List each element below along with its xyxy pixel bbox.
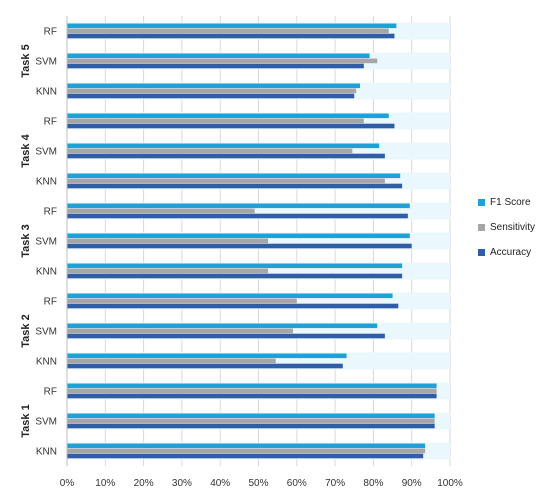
task-label: Task 3 — [20, 224, 32, 257]
x-tick-label: 30% — [172, 478, 192, 489]
task-label: Task 2 — [20, 314, 32, 347]
bar-accuracy-task-2-rf — [67, 303, 399, 309]
method-label: RF — [44, 117, 57, 128]
method-label: SVM — [35, 147, 57, 158]
legend-item-f1-score: F1 Score — [478, 194, 535, 211]
method-label: RF — [44, 297, 57, 308]
x-tick-label: 100% — [437, 478, 463, 489]
bar-sensitivity-task-1-knn — [67, 448, 426, 454]
x-tick-label: 80% — [363, 478, 383, 489]
method-label: KNN — [36, 357, 57, 368]
task-label: Task 4 — [20, 133, 32, 167]
bar-accuracy-task-5-knn — [67, 93, 355, 99]
bar-accuracy-task-3-knn — [67, 273, 403, 279]
x-tick-label: 60% — [287, 478, 307, 489]
method-label: KNN — [36, 177, 57, 188]
bar-f1-score-task-5-svm — [67, 53, 370, 59]
bar-accuracy-task-3-rf — [67, 213, 408, 219]
method-label: SVM — [35, 237, 57, 248]
task-label: Task 1 — [20, 404, 32, 437]
method-label: SVM — [35, 57, 57, 68]
bar-f1-score-task-5-rf — [67, 23, 397, 29]
bar-f1-score-task-1-rf — [67, 383, 437, 389]
x-tick-label: 70% — [325, 478, 345, 489]
legend-item-accuracy: Accuracy — [478, 244, 535, 261]
bar-sensitivity-task-2-rf — [67, 298, 297, 304]
x-tick-label: 90% — [402, 478, 422, 489]
bar-accuracy-task-1-rf — [67, 393, 437, 399]
bar-accuracy-task-4-rf — [67, 123, 395, 129]
legend-label-sensitivity: Sensitivity — [490, 222, 536, 233]
method-label: SVM — [35, 327, 57, 338]
bar-sensitivity-task-4-rf — [67, 118, 364, 124]
bar-sensitivity-task-3-rf — [67, 208, 255, 214]
bar-sensitivity-task-5-svm — [67, 58, 378, 64]
bar-f1-score-task-2-knn — [67, 353, 347, 359]
bar-f1-score-task-4-rf — [67, 113, 389, 119]
bar-sensitivity-task-2-svm — [67, 328, 293, 334]
bar-sensitivity-task-4-knn — [67, 178, 385, 184]
bar-sensitivity-task-2-knn — [67, 358, 276, 364]
bar-sensitivity-task-1-rf — [67, 388, 437, 394]
bar-f1-score-task-1-knn — [67, 443, 426, 449]
legend-label-f1-score: F1 Score — [490, 197, 531, 208]
bar-f1-score-task-3-svm — [67, 233, 410, 239]
bar-sensitivity-task-4-svm — [67, 148, 353, 154]
legend-label-accuracy: Accuracy — [490, 247, 532, 258]
bar-f1-score-task-4-svm — [67, 143, 380, 149]
legend-swatch-f1-score — [478, 199, 485, 206]
method-label: KNN — [36, 267, 57, 278]
bar-accuracy-task-1-knn — [67, 453, 424, 459]
chart-legend: F1 Score Sensitivity Accuracy — [478, 194, 535, 269]
bar-accuracy-task-2-svm — [67, 333, 385, 339]
task-label: Task 5 — [20, 44, 32, 77]
bar-sensitivity-task-3-svm — [67, 238, 269, 244]
bar-accuracy-task-4-svm — [67, 153, 385, 159]
bar-f1-score-task-1-svm — [67, 413, 435, 419]
bar-accuracy-task-4-knn — [67, 183, 403, 189]
bar-accuracy-task-3-svm — [67, 243, 412, 249]
bar-f1-score-task-3-knn — [67, 263, 403, 269]
bar-sensitivity-task-1-svm — [67, 418, 435, 424]
method-label: KNN — [36, 87, 57, 98]
bar-f1-score-task-2-svm — [67, 323, 378, 329]
bar-accuracy-task-5-svm — [67, 63, 364, 69]
x-tick-label: 20% — [134, 478, 154, 489]
bar-accuracy-task-2-knn — [67, 363, 343, 369]
legend-item-sensitivity: Sensitivity — [478, 219, 535, 236]
bar-f1-score-task-4-knn — [67, 173, 401, 179]
method-label: RF — [44, 387, 57, 398]
x-tick-label: 50% — [248, 478, 268, 489]
legend-swatch-accuracy — [478, 249, 485, 256]
bar-f1-score-task-2-rf — [67, 293, 393, 299]
bar-accuracy-task-1-svm — [67, 423, 435, 429]
method-label: SVM — [35, 417, 57, 428]
method-label: RF — [44, 207, 57, 218]
bar-sensitivity-task-5-rf — [67, 28, 389, 34]
x-tick-label: 10% — [95, 478, 115, 489]
method-label: RF — [44, 27, 57, 38]
bar-f1-score-task-3-rf — [67, 203, 410, 209]
bar-sensitivity-task-5-knn — [67, 88, 357, 94]
x-tick-label: 0% — [60, 478, 75, 489]
bar-sensitivity-task-3-knn — [67, 268, 269, 274]
x-tick-label: 40% — [210, 478, 230, 489]
method-label: KNN — [36, 447, 57, 458]
bar-f1-score-task-5-knn — [67, 83, 360, 89]
legend-swatch-sensitivity — [478, 224, 485, 231]
bar-accuracy-task-5-rf — [67, 33, 395, 39]
